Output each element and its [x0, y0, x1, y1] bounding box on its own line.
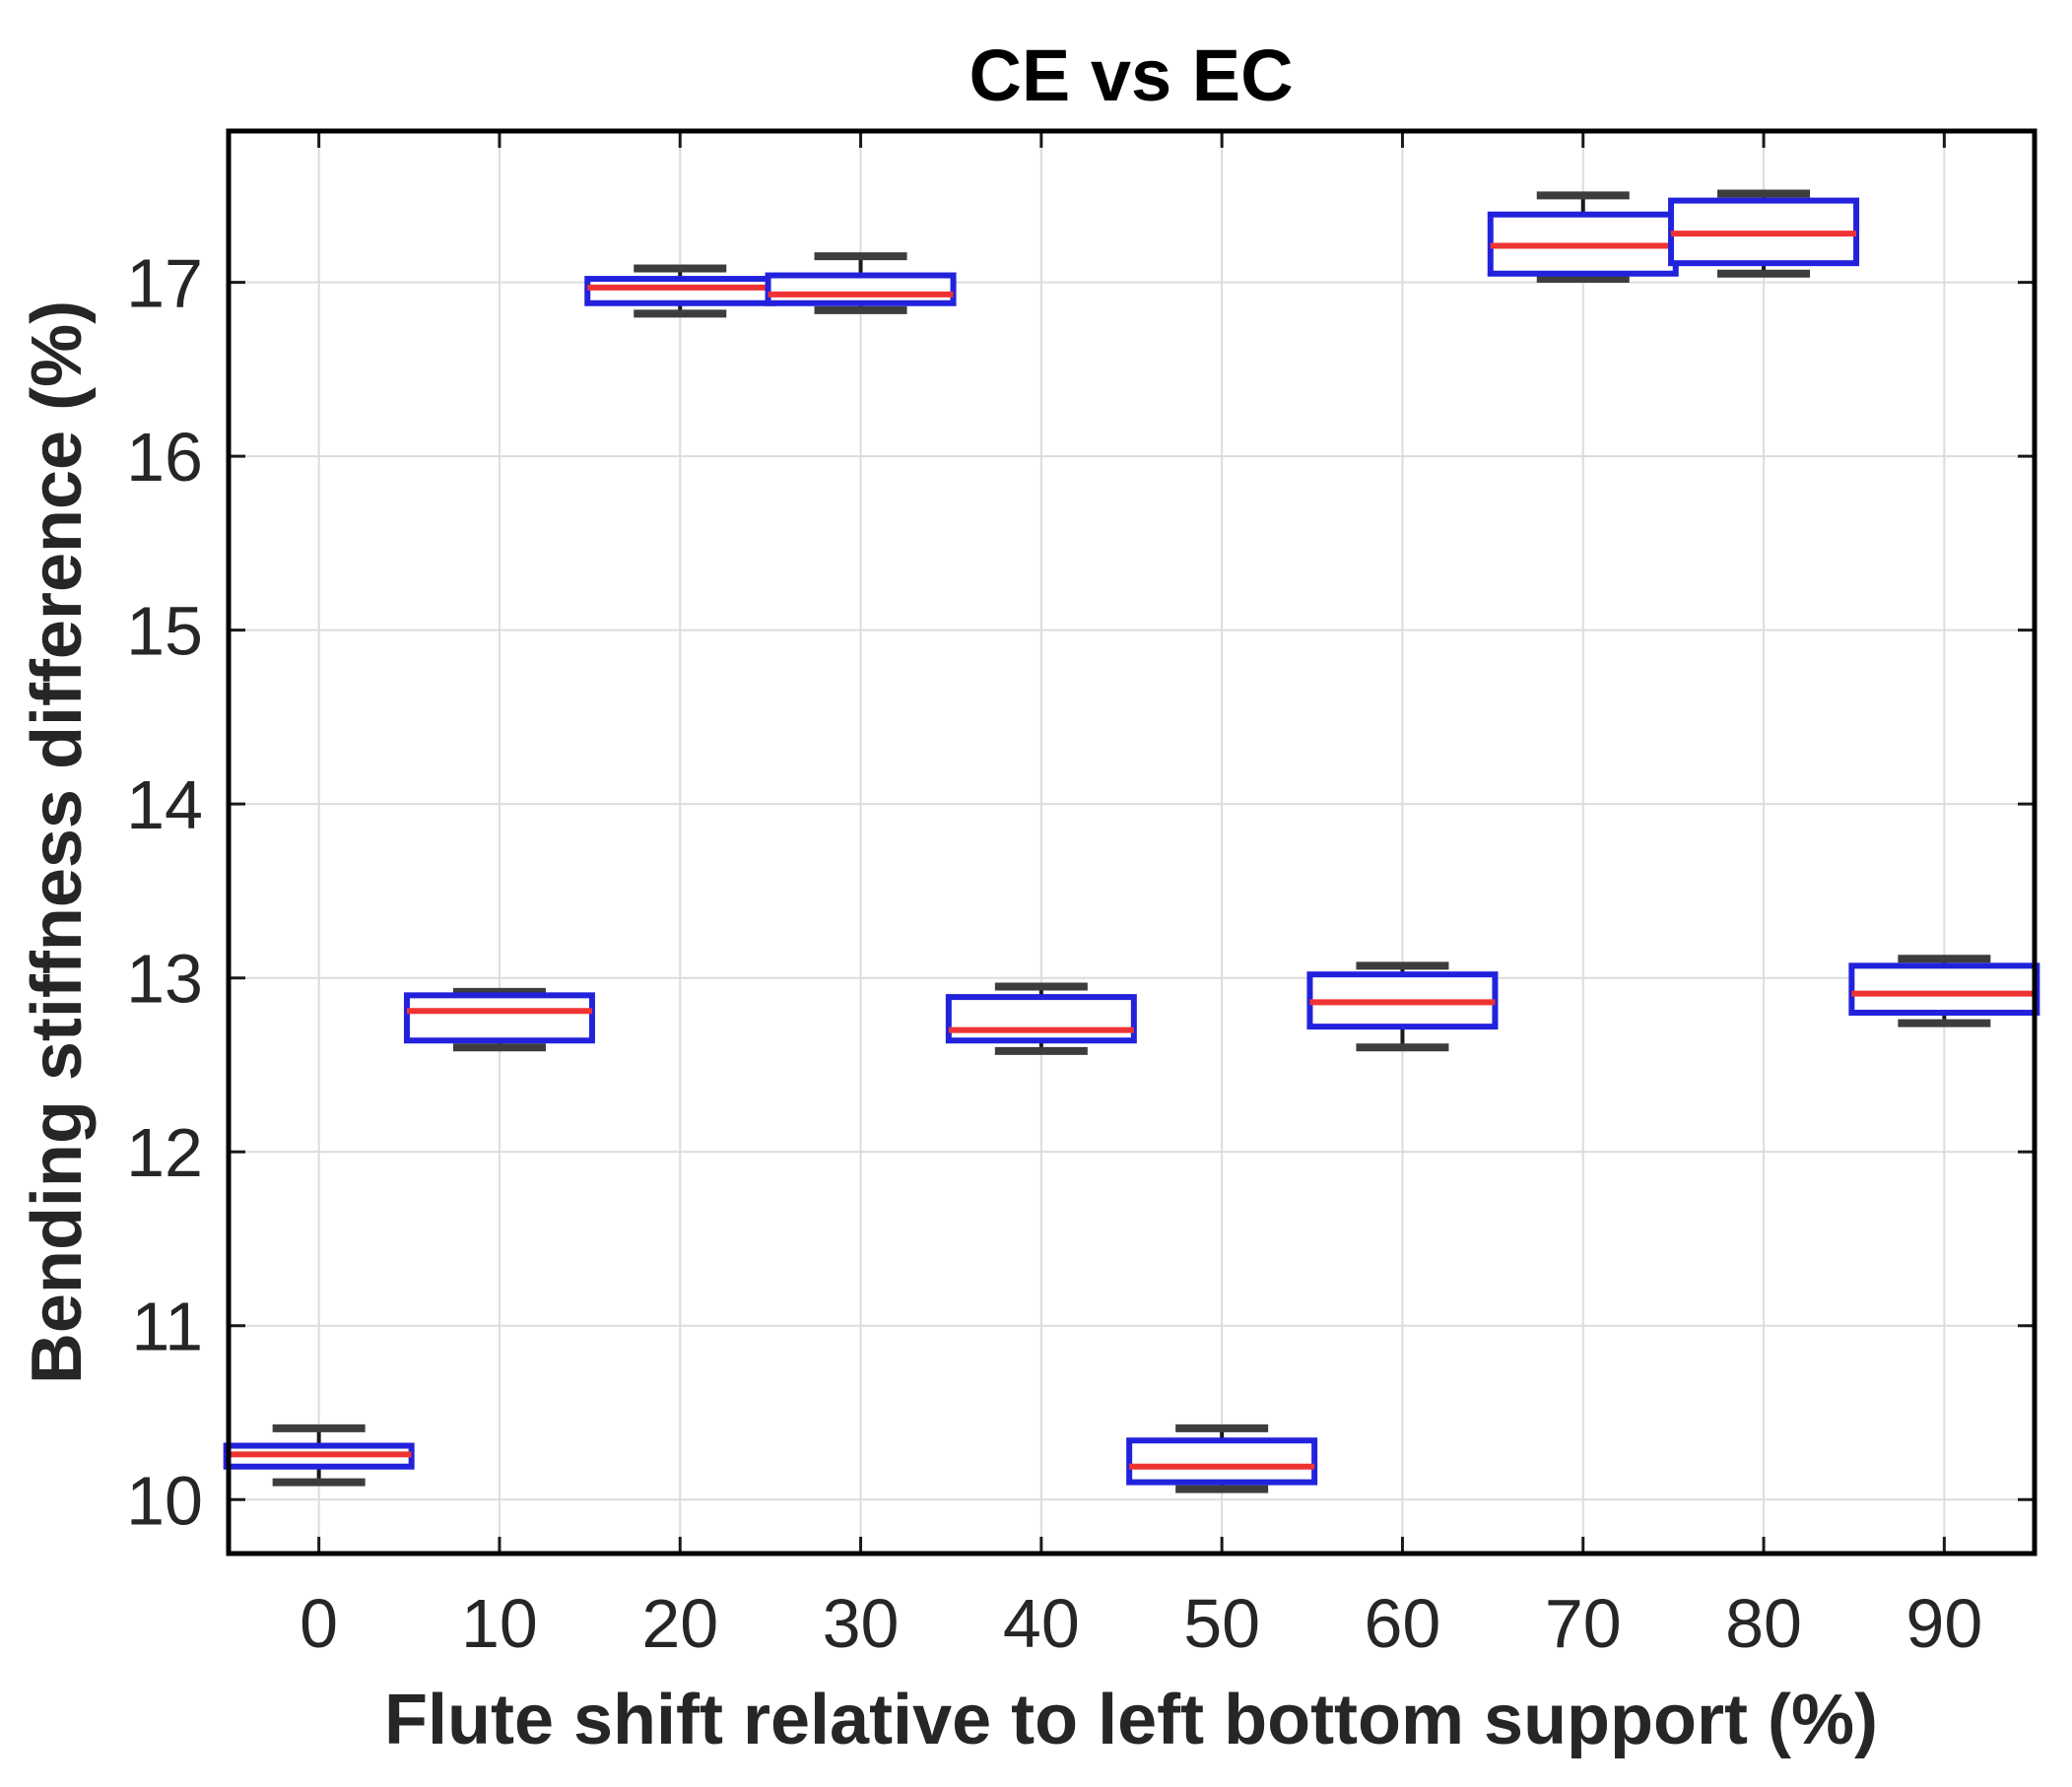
iqr-box	[945, 994, 1137, 1044]
boxplot-group-30	[765, 252, 957, 314]
boxplot-group-10	[403, 987, 595, 1052]
boxplot-group-50	[1126, 1423, 1318, 1493]
x-tick-label: 10	[461, 1585, 538, 1662]
y-tick-label: 10	[126, 1462, 203, 1539]
tick-labels-layer: 10 11 12 13 14 15 16 17 0 10 20 30 40 50 60 70 80 90	[126, 245, 1982, 1662]
boxplot-group-40	[945, 982, 1137, 1055]
x-tick-label: 0	[300, 1585, 338, 1662]
x-tick-label: 90	[1905, 1585, 1982, 1662]
y-tick-label: 12	[126, 1114, 203, 1191]
iqr-box	[1126, 1437, 1318, 1486]
x-tick-label: 30	[823, 1585, 900, 1662]
boxplot-group-60	[1306, 961, 1499, 1052]
y-tick-label: 16	[126, 419, 203, 496]
x-tick-label: 20	[641, 1585, 718, 1662]
x-tick-label: 70	[1545, 1585, 1622, 1662]
tick-marks-layer	[229, 131, 2035, 1554]
iqr-box	[1848, 962, 2040, 1016]
boxes-layer	[223, 189, 2040, 1493]
y-tick-label: 14	[126, 766, 203, 843]
y-tick-label: 15	[126, 593, 203, 670]
iqr-box	[584, 276, 776, 306]
iqr-box	[765, 272, 957, 306]
boxplot-group-20	[584, 264, 776, 318]
iqr-box	[403, 992, 595, 1044]
chart-title: CE vs EC	[969, 34, 1293, 116]
x-axis-label: Flute shift relative to left bottom supp…	[384, 1681, 1878, 1759]
boxplot-group-80	[1668, 189, 1860, 278]
y-tick-label: 13	[126, 941, 203, 1018]
x-tick-label: 50	[1183, 1585, 1260, 1662]
axes-frame	[226, 128, 2038, 1556]
y-axis-label: Bending stiffness difference (%)	[18, 300, 97, 1384]
x-tick-label: 40	[1003, 1585, 1080, 1662]
grid-layer	[229, 131, 2035, 1554]
y-tick-label: 17	[126, 245, 203, 322]
y-tick-label: 11	[131, 1289, 203, 1365]
boxplot-group-70	[1487, 191, 1679, 284]
boxplot-group-0	[223, 1423, 415, 1487]
boxplot-group-90	[1848, 955, 2040, 1027]
axes-frame-layer	[226, 128, 2038, 1556]
x-tick-label: 60	[1365, 1585, 1441, 1662]
x-tick-label: 80	[1725, 1585, 1802, 1662]
